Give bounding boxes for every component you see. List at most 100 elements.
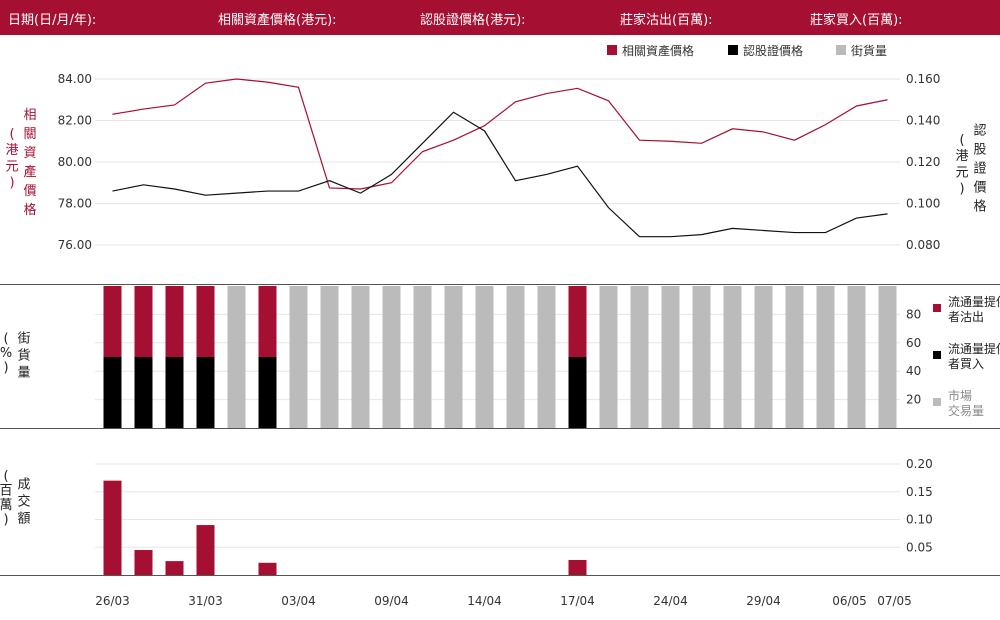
market-bar-segment bbox=[227, 286, 246, 428]
outstanding-tick-label: 40 bbox=[906, 364, 921, 378]
market-bar-segment bbox=[785, 286, 804, 428]
left-axis-title-unit: 港 bbox=[5, 143, 18, 158]
market-bar-segment bbox=[506, 286, 525, 428]
buy-label: 莊家買入(百萬): bbox=[810, 13, 903, 28]
turnover-bar bbox=[196, 525, 215, 575]
turnover-axis-title-chars: 交 bbox=[17, 494, 30, 510]
buy-bar-segment bbox=[165, 357, 184, 428]
right-axis-title-unit: 元 bbox=[955, 165, 968, 180]
buy-bar-segment bbox=[196, 357, 215, 428]
sell-bar-segment bbox=[258, 286, 277, 357]
outstanding-tick-label: 80 bbox=[906, 307, 921, 321]
outstanding-tick-label: 20 bbox=[906, 393, 921, 407]
asset-price-line bbox=[112, 78, 888, 190]
legend-lp-sell-swatch bbox=[933, 304, 941, 312]
turnover-axis-title-unit: ) bbox=[3, 512, 8, 527]
legend-lp-buy-label: 流通量提供 bbox=[948, 341, 1000, 356]
buy-bar-segment bbox=[134, 357, 153, 428]
right-axis-title-chars: 股 bbox=[973, 143, 986, 158]
header-bar: 日期(日/月/年): 相關資產價格(港元): 認股證價格(港元): 莊家沽出(百… bbox=[0, 0, 1000, 35]
outstanding-axis-title-chars: 量 bbox=[17, 366, 30, 381]
sell-bar-segment bbox=[196, 286, 215, 357]
right-tick-label: 0.100 bbox=[906, 197, 940, 211]
market-bar-segment bbox=[878, 286, 897, 428]
outstanding-tick-label: 60 bbox=[906, 336, 921, 350]
legend-lp-buy-swatch bbox=[933, 351, 941, 359]
warrant-price-label: 認股證價格(港元): bbox=[420, 13, 526, 28]
x-tick-label: 29/04 bbox=[746, 594, 781, 608]
buy-bar-segment bbox=[568, 357, 587, 428]
outstanding-axis-title-chars: 街 bbox=[17, 332, 30, 347]
turnover-bar bbox=[258, 562, 277, 575]
buy-bar-segment bbox=[258, 357, 277, 428]
legend-lp-sell-label: 者沽出 bbox=[948, 310, 984, 324]
x-tick-label: 24/04 bbox=[653, 594, 688, 608]
x-tick-label: 31/03 bbox=[188, 594, 223, 608]
market-bar-segment bbox=[630, 286, 649, 428]
legend-lp-buy-label: 者買入 bbox=[948, 357, 984, 371]
market-bar-segment bbox=[847, 286, 866, 428]
x-tick-label: 09/04 bbox=[374, 594, 409, 608]
right-tick-label: 0.120 bbox=[906, 155, 940, 169]
turnover-axis-title-chars: 額 bbox=[17, 512, 30, 527]
turnover-bar bbox=[103, 480, 122, 575]
legend-outstanding-label: 街貨量 bbox=[851, 43, 887, 58]
right-axis-title-unit: ) bbox=[959, 181, 964, 196]
right-axis-title-chars: 認 bbox=[973, 123, 986, 139]
right-axis-title-unit: 港 bbox=[955, 149, 968, 164]
left-axis-title-chars: 相 bbox=[23, 108, 36, 123]
asset-price-label: 相關資產價格(港元): bbox=[218, 13, 337, 28]
outstanding-axis-title-chars: 貨 bbox=[17, 348, 30, 364]
left-axis-title-chars: 資 bbox=[23, 146, 36, 161]
left-axis-title-chars: 關 bbox=[23, 127, 36, 142]
right-axis-title-unit: ( bbox=[959, 133, 964, 148]
market-bar-segment bbox=[692, 286, 711, 428]
market-bar-segment bbox=[289, 286, 308, 428]
x-tick-label: 17/04 bbox=[560, 594, 595, 608]
turnover-axis-title-chars: 成 bbox=[17, 478, 30, 493]
right-axis-title-chars: 價 bbox=[973, 181, 986, 196]
outstanding-axis-title-unit: ( bbox=[3, 332, 8, 347]
market-bar-segment bbox=[661, 286, 680, 428]
legend-lp-sell-label: 流通量提供 bbox=[948, 294, 1000, 309]
left-axis-title-unit: ) bbox=[9, 175, 14, 190]
legend-asset-price-swatch bbox=[607, 45, 617, 55]
market-bar-segment bbox=[382, 286, 401, 428]
legend-asset-price-label: 相關資產價格 bbox=[622, 43, 694, 58]
x-tick-label: 14/04 bbox=[467, 594, 502, 608]
market-bar-segment bbox=[816, 286, 835, 428]
market-bar-segment bbox=[475, 286, 494, 428]
turnover-axis-title-unit: 百 bbox=[0, 483, 13, 498]
market-bar-segment bbox=[537, 286, 556, 428]
outstanding-axis-title-unit: ) bbox=[3, 360, 8, 375]
turnover-tick-label: 0.10 bbox=[906, 513, 933, 527]
left-tick-label: 80.00 bbox=[58, 155, 92, 169]
x-tick-label: 26/03 bbox=[95, 594, 130, 608]
left-axis-title-chars: 格 bbox=[23, 202, 36, 218]
market-bar-segment bbox=[320, 286, 339, 428]
left-axis-title-chars: 產 bbox=[23, 164, 36, 180]
turnover-bar bbox=[568, 560, 587, 575]
legend-warrant-price-swatch bbox=[728, 45, 738, 55]
buy-bar-segment bbox=[103, 357, 122, 428]
left-axis-title-chars: 價 bbox=[23, 184, 36, 199]
sell-bar-segment bbox=[165, 286, 184, 357]
sell-bar-segment bbox=[134, 286, 153, 357]
turnover-bar bbox=[134, 550, 153, 575]
legend-market-label: 交易量 bbox=[948, 403, 984, 418]
turnover-axis-title-unit: ( bbox=[3, 469, 8, 484]
warrant-price-line bbox=[112, 111, 888, 238]
market-bar-segment bbox=[413, 286, 432, 428]
market-bar-segment bbox=[723, 286, 742, 428]
left-tick-label: 76.00 bbox=[58, 238, 92, 252]
left-tick-label: 78.00 bbox=[58, 197, 92, 211]
left-tick-label: 82.00 bbox=[58, 114, 92, 128]
legend-warrant-price-label: 認股證價格 bbox=[743, 43, 803, 58]
legend-market-label: 市場 bbox=[948, 388, 972, 403]
outstanding-axis-title-unit: % bbox=[0, 346, 12, 361]
date-label: 日期(日/月/年): bbox=[8, 13, 97, 28]
sell-label: 莊家沽出(百萬): bbox=[620, 13, 713, 28]
right-tick-label: 0.080 bbox=[906, 238, 940, 252]
turnover-tick-label: 0.15 bbox=[906, 485, 933, 499]
